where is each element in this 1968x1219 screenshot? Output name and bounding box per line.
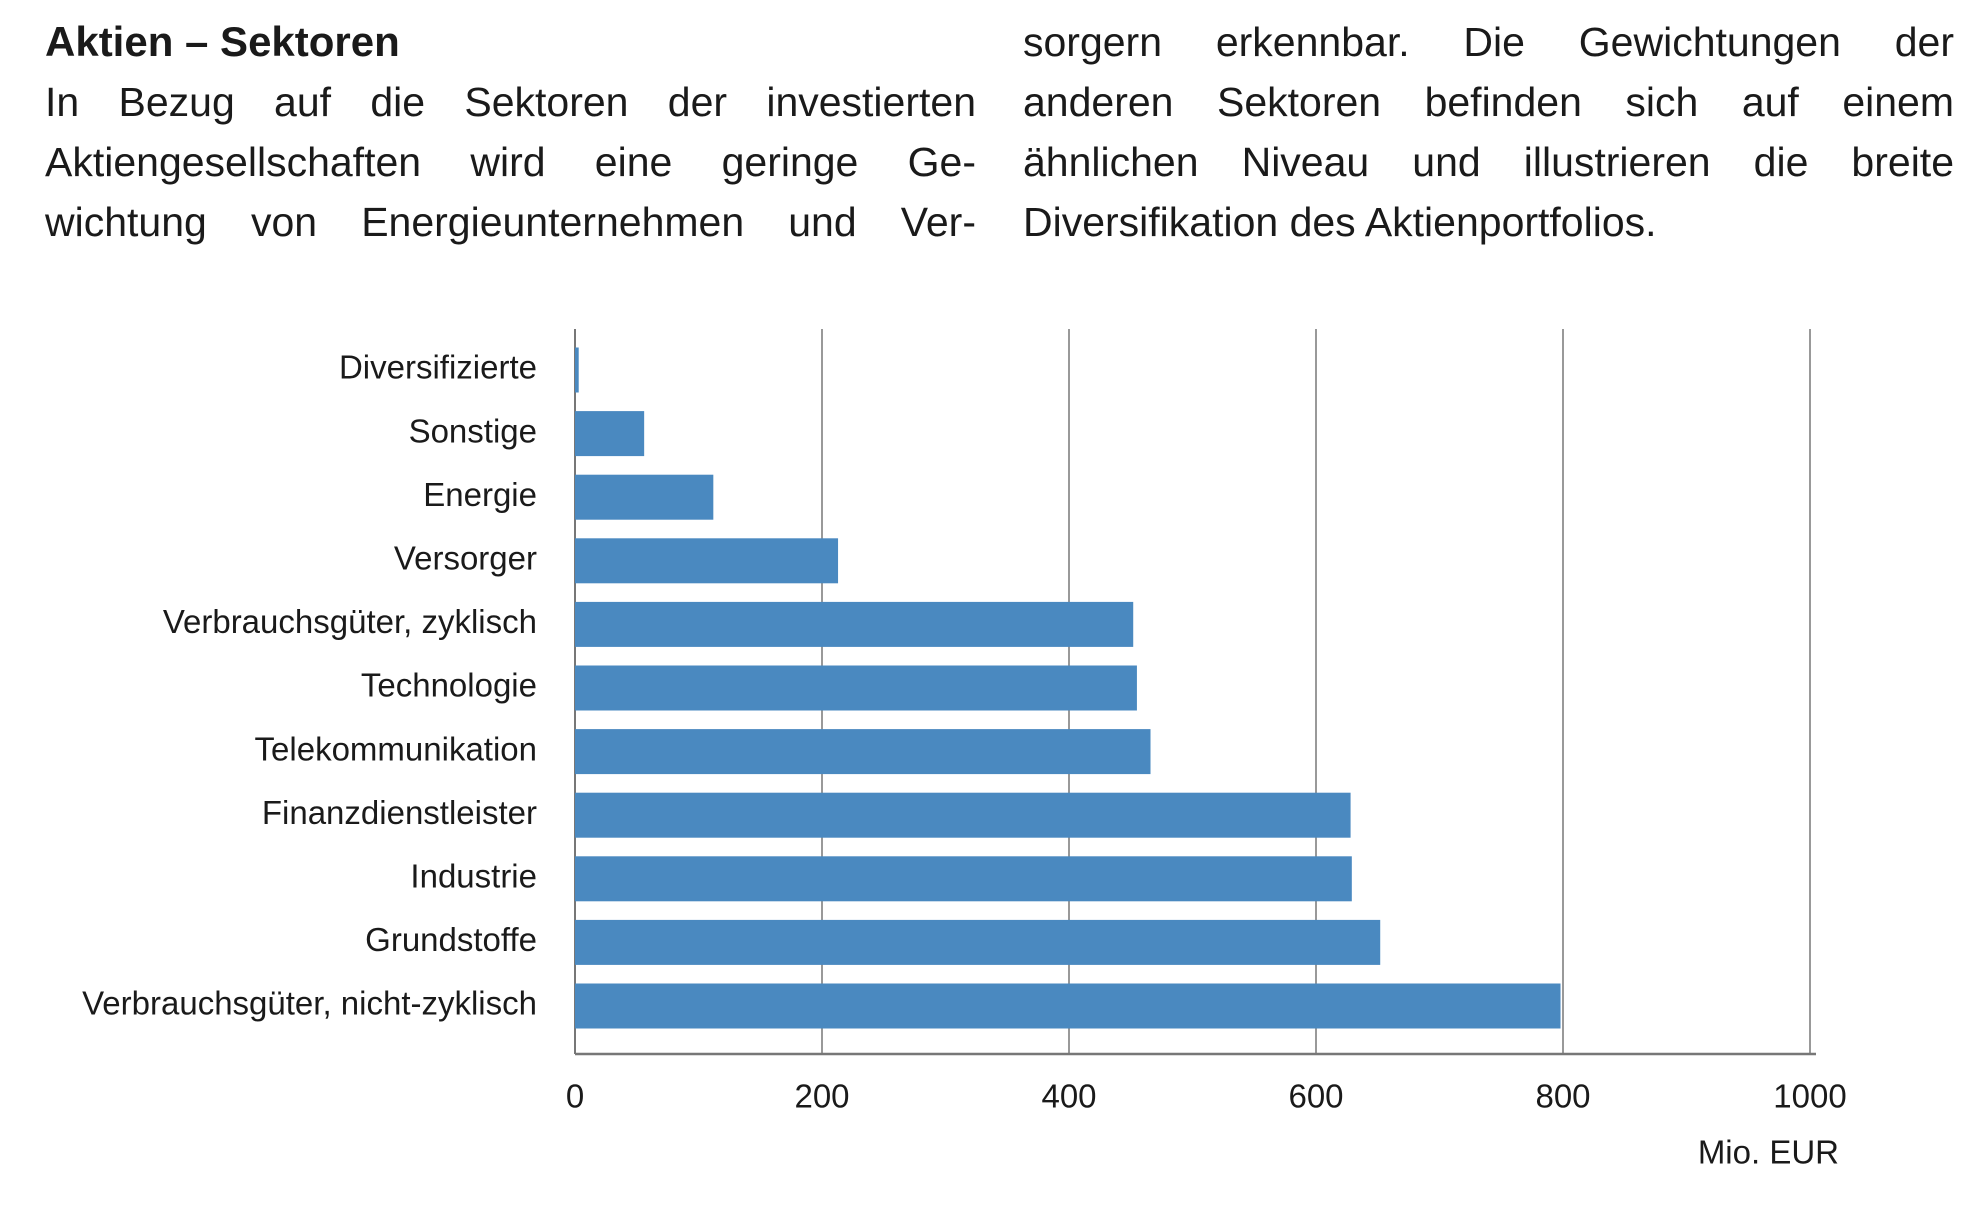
text-column: sorgern erkennbar. Die Gewichtungen der a… bbox=[1023, 12, 1954, 252]
x-tick-label: 0 bbox=[566, 1078, 584, 1115]
text-line: Aktiengesellschaften wird eine geringe G… bbox=[45, 139, 976, 185]
bar bbox=[575, 474, 714, 520]
bar bbox=[575, 538, 839, 584]
bar bbox=[575, 411, 645, 457]
x-axis-label: Mio. EUR bbox=[1698, 1134, 1839, 1171]
text-line: Diversifikation des Aktienportfolios. bbox=[1023, 199, 1657, 245]
x-tick-label: 800 bbox=[1535, 1078, 1590, 1115]
x-tick-label: 600 bbox=[1288, 1078, 1343, 1115]
bar bbox=[575, 856, 1352, 902]
bar bbox=[575, 665, 1137, 711]
y-tick-label: Verbrauchsgüter, nicht-zyklisch bbox=[82, 985, 537, 1022]
text-column: In Bezug auf die Sektoren der investiert… bbox=[45, 72, 976, 252]
y-tick-label: Finanzdienstleister bbox=[262, 794, 537, 831]
bar bbox=[575, 919, 1381, 965]
bar bbox=[575, 792, 1351, 838]
bar bbox=[575, 601, 1134, 647]
y-tick-label: Telekommunikation bbox=[255, 730, 537, 767]
text-line: anderen Sektoren befinden sich auf einem bbox=[1023, 79, 1954, 125]
bar bbox=[575, 983, 1561, 1029]
x-tick-label: 200 bbox=[794, 1078, 849, 1115]
bar bbox=[575, 347, 579, 393]
y-tick-label: Technologie bbox=[361, 667, 537, 704]
x-tick-label: 400 bbox=[1041, 1078, 1096, 1115]
y-tick-label: Versorger bbox=[394, 540, 537, 577]
text-line: sorgern erkennbar. Die Gewichtungen der bbox=[1023, 19, 1954, 65]
y-tick-label: Grundstoffe bbox=[365, 921, 537, 958]
text-line: ähnlichen Niveau und illustrieren die br… bbox=[1023, 139, 1954, 185]
y-tick-label: Diversifizierte bbox=[339, 349, 537, 386]
x-tick-label: 1000 bbox=[1773, 1078, 1846, 1115]
heading: Aktien – Sektoren bbox=[45, 18, 400, 65]
bar bbox=[575, 729, 1151, 775]
y-tick-label: Sonstige bbox=[409, 412, 537, 449]
text-line: In Bezug auf die Sektoren der investiert… bbox=[45, 79, 976, 125]
text-line: wichtung von Energieunternehmen und Ver- bbox=[45, 199, 976, 245]
y-tick-label: Industrie bbox=[410, 858, 537, 895]
y-tick-label: Verbrauchsgüter, zyklisch bbox=[163, 603, 537, 640]
y-tick-label: Energie bbox=[423, 476, 537, 513]
